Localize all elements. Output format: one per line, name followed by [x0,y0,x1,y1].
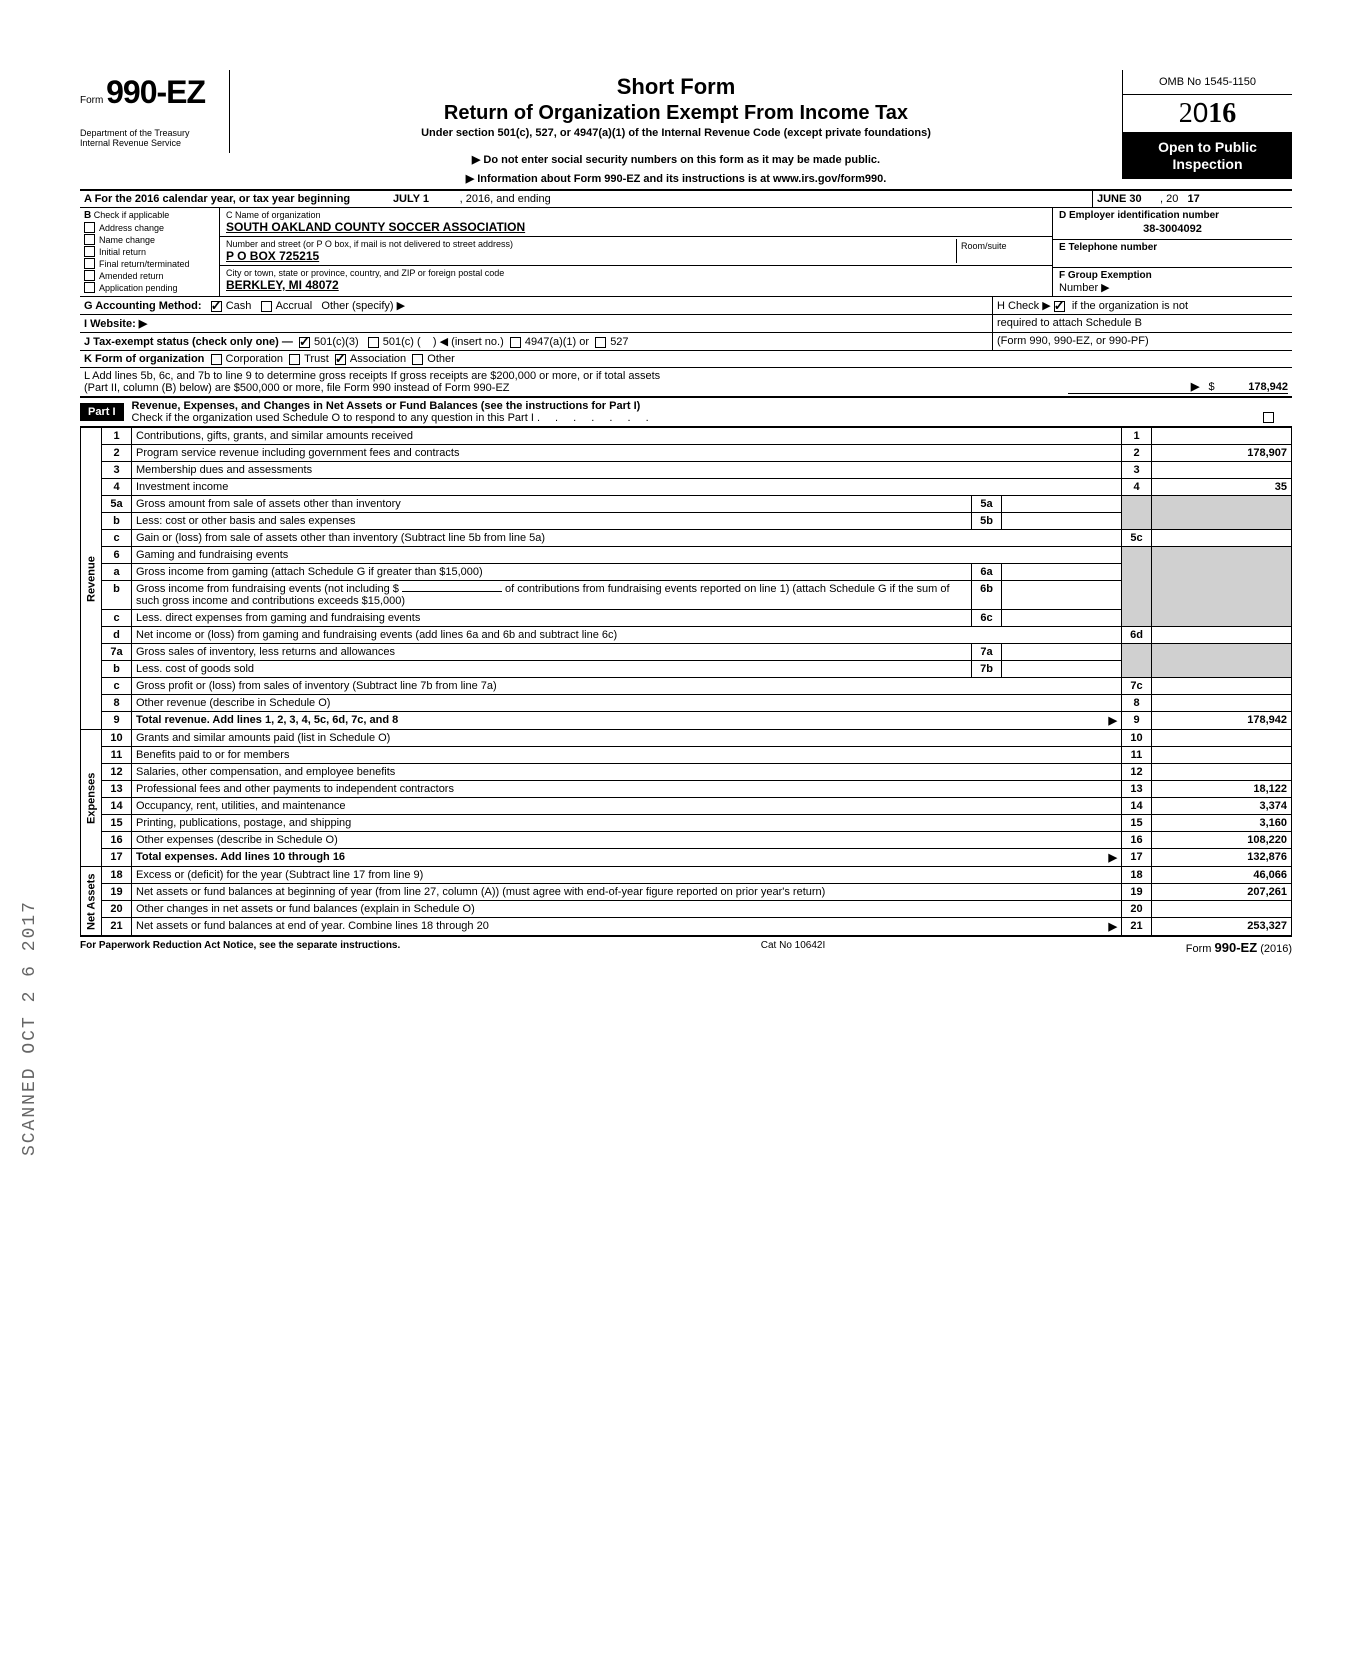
row-l-gross-receipts: L Add lines 5b, 6c, and 7b to line 9 to … [80,368,1292,397]
department: Department of the Treasury Internal Reve… [80,129,223,149]
amt-11 [1152,747,1292,764]
gross-receipts-amount: 178,942 [1248,381,1288,393]
notice-info: ▶ Information about Form 990-EZ and its … [240,172,1112,185]
chk-527[interactable] [595,337,606,348]
subtitle: Under section 501(c), 527, or 4947(a)(1)… [240,127,1112,139]
row-h-schedule-b: H Check ▶ if the organization is not [992,297,1292,314]
chk-name-change[interactable]: Name change [84,234,215,245]
form-number-big: 990-EZ [106,74,205,110]
form-label: Form [80,95,103,106]
chk-application-pending[interactable]: Application pending [84,282,215,293]
open-to-public: Open to Public Inspection [1123,133,1292,179]
group-hint2: Number ▶ [1059,281,1286,294]
chk-initial-return[interactable]: Initial return [84,246,215,257]
notice-ssn: ▶ Do not enter social security numbers o… [240,153,1112,166]
org-name-hint: C Name of organization [226,210,1046,220]
addr-hint: Number and street (or P O box, if mail i… [226,239,956,249]
chk-4947[interactable] [510,337,521,348]
row-i-website: I Website: ▶ [80,315,992,332]
omb-number: OMB No 1545-1150 [1123,70,1292,95]
amt-19: 207,261 [1152,884,1292,901]
row-j-tax-exempt: J Tax-exempt status (check only one) — 5… [80,333,992,350]
col-c-org-info: C Name of organization SOUTH OAKLAND COU… [220,208,1052,296]
ein-hint: D Employer identification number [1059,210,1286,221]
chk-schedule-o[interactable] [1263,412,1274,423]
form-header: Form 990-EZ Department of the Treasury I… [80,70,1292,191]
chk-schedule-b[interactable] [1054,301,1065,312]
amt-17: 132,876 [1152,849,1292,867]
section-expenses: Expenses [81,730,102,867]
org-address: P O BOX 725215 [226,249,956,263]
amt-15: 3,160 [1152,815,1292,832]
chk-501c3[interactable] [299,337,310,348]
section-revenue: Revenue [81,428,102,730]
amt-20 [1152,901,1292,918]
form-number: Form 990-EZ [80,74,223,111]
amt-16: 108,220 [1152,832,1292,849]
chk-accrual[interactable] [261,301,272,312]
room-suite: Room/suite [956,239,1046,263]
amt-8 [1152,695,1292,712]
chk-address-change[interactable]: Address change [84,222,215,233]
chk-corporation[interactable] [211,354,222,365]
entity-block: B Check if applicable Address change Nam… [80,208,1292,297]
amt-4: 35 [1152,479,1292,496]
cat-no: Cat No 10642I [761,940,826,955]
form-footer: For Paperwork Reduction Act Notice, see … [80,936,1292,955]
row-g-accounting: G Accounting Method: Cash Accrual Other … [80,297,992,314]
amt-2: 178,907 [1152,445,1292,462]
amt-12 [1152,764,1292,781]
chk-cash[interactable] [211,301,222,312]
footer-form-no: Form 990-EZ (2016) [1186,940,1292,955]
col-d-ein: D Employer identification number 38-3004… [1052,208,1292,296]
city-hint: City or town, state or province, country… [226,268,1046,278]
tax-year: 2016 [1123,95,1292,133]
tel-hint: E Telephone number [1059,242,1286,253]
chk-trust[interactable] [289,354,300,365]
part-1-header: Part I Revenue, Expenses, and Changes in… [80,397,1292,427]
org-name: SOUTH OAKLAND COUNTY SOCCER ASSOCIATION [226,220,1046,234]
ledger-table: Revenue 1 Contributions, gifts, grants, … [80,427,1292,936]
header-left: Form 990-EZ Department of the Treasury I… [80,70,230,153]
chk-final-return[interactable]: Final return/terminated [84,258,215,269]
part-1-title: Revenue, Expenses, and Changes in Net As… [132,400,641,412]
paperwork-notice: For Paperwork Reduction Act Notice, see … [80,940,400,955]
title-short-form: Short Form [240,74,1112,100]
amt-3 [1152,462,1292,479]
amt-13: 18,122 [1152,781,1292,798]
form-990ez: Form 990-EZ Department of the Treasury I… [80,70,1292,955]
col-b-checkboxes: B Check if applicable Address change Nam… [80,208,220,296]
section-net-assets: Net Assets [81,867,102,936]
header-right: OMB No 1545-1150 2016 Open to Public Ins… [1122,70,1292,179]
row-a-tax-year: A For the 2016 calendar year, or tax yea… [80,191,1292,208]
group-hint: F Group Exemption [1059,270,1286,281]
part-1-label: Part I [80,403,124,421]
chk-501c[interactable] [368,337,379,348]
amt-9: 178,942 [1152,712,1292,730]
org-city: BERKLEY, MI 48072 [226,278,1046,292]
amt-10 [1152,730,1292,747]
amt-18: 46,066 [1152,867,1292,884]
chk-amended-return[interactable]: Amended return [84,270,215,281]
amt-5c [1152,530,1292,547]
amt-6d [1152,627,1292,644]
row-k-form-org: K Form of organization Corporation Trust… [80,351,1292,368]
amt-14: 3,374 [1152,798,1292,815]
ein-value: 38-3004092 [1059,221,1286,237]
amt-1 [1152,428,1292,445]
chk-association[interactable] [335,354,346,365]
amt-7c [1152,678,1292,695]
scanned-stamp: SCANNED OCT 2 6 2017 [20,900,40,1156]
header-center: Short Form Return of Organization Exempt… [230,70,1122,189]
chk-other-org[interactable] [412,354,423,365]
amt-21: 253,327 [1152,918,1292,936]
title-return: Return of Organization Exempt From Incom… [240,102,1112,125]
